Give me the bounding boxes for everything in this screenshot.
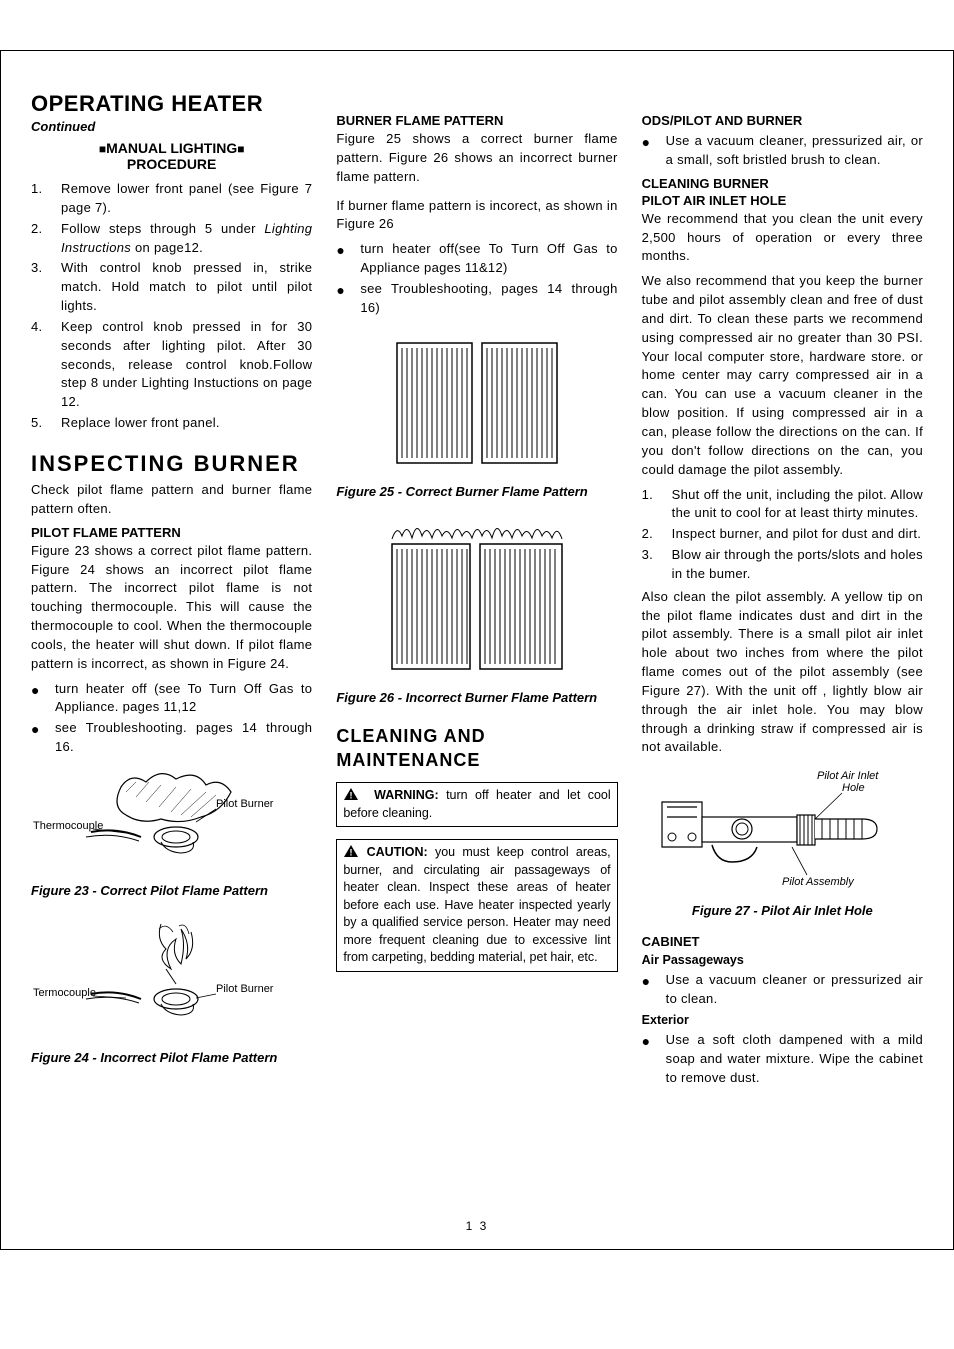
- figure-23-diagram: Thermocouple Pilot Burner: [31, 767, 312, 877]
- list-item: ●turn heater off (see To Turn Off Gas to…: [31, 680, 312, 718]
- exterior-heading: Exterior: [642, 1013, 923, 1027]
- burner-para-1: Figure 25 shows a correct burner flame p…: [336, 130, 617, 187]
- clean-burner-heading: CLEANING BURNER: [642, 176, 923, 191]
- list-item: 3.Blow air through the ports/slots and h…: [642, 546, 923, 584]
- list-item: ●Use a soft cloth dampened with a mild s…: [642, 1031, 923, 1088]
- ods-heading: ODS/PILOT AND BURNER: [642, 113, 923, 128]
- inlet-para-2: We also recommend that you keep the burn…: [642, 272, 923, 479]
- ods-bullets: ●Use a vacuum cleaner, pressurized air, …: [642, 132, 923, 170]
- page-number: 1 3: [1, 1219, 953, 1233]
- figure-26-caption: Figure 26 - Incorrect Burner Flame Patte…: [336, 690, 617, 707]
- figure-27-caption: Figure 27 - Pilot Air Inlet Hole: [642, 903, 923, 920]
- exterior-bullets: ●Use a soft cloth dampened with a mild s…: [642, 1031, 923, 1088]
- warning-icon: !: [343, 787, 359, 801]
- lighting-steps-list: 1.Remove lower front panel (see Figure 7…: [31, 180, 312, 433]
- caution-box: ! CAUTION: you must keep control areas, …: [336, 839, 617, 972]
- list-item: ●see Troubleshooting. pages 14 through 1…: [31, 719, 312, 757]
- cleaning-maintenance-title: CLEANING ANDMAINTENANCE: [336, 725, 617, 772]
- burner-para-2: If burner flame pattern is incorect, as …: [336, 197, 617, 235]
- svg-text:Pilot Air Inlet: Pilot Air Inlet: [817, 770, 879, 782]
- column-3: ODS/PILOT AND BURNER ●Use a vacuum clean…: [642, 91, 923, 1091]
- list-item: 2.Follow steps through 5 under Lighting …: [31, 220, 312, 258]
- list-item: 1.Remove lower front panel (see Figure 7…: [31, 180, 312, 218]
- burner-bullets: ●turn heater off(see To Turn Off Gas to …: [336, 240, 617, 317]
- operating-heater-title: OPERATING HEATER: [31, 91, 312, 117]
- svg-text:Hole: Hole: [842, 782, 865, 794]
- list-item: 2.Inspect burner, and pilot for dust and…: [642, 525, 923, 544]
- figure-24-caption: Figure 24 - Incorrect Pilot Flame Patter…: [31, 1050, 312, 1067]
- manual-lighting-heading: ■MANUAL LIGHTING■PROCEDURE: [31, 140, 312, 172]
- figure-25-caption: Figure 25 - Correct Burner Flame Pattern: [336, 484, 617, 501]
- caution-icon: !: [343, 844, 359, 858]
- pilot-flame-para: Figure 23 shows a correct pilot flame pa…: [31, 542, 312, 674]
- figure-23-caption: Figure 23 - Correct Pilot Flame Pattern: [31, 883, 312, 900]
- list-item: ●see Troubleshooting, pages 14 through 1…: [336, 280, 617, 318]
- pilot-flame-heading: PILOT FLAME PATTERN: [31, 525, 312, 540]
- inlet-para-1: We recommend that you clean the unit eve…: [642, 210, 923, 267]
- figure-27-diagram: Pilot Air Inlet Hole Pilot Assembly: [642, 767, 923, 897]
- inspect-intro: Check pilot flame pattern and burner fla…: [31, 481, 312, 519]
- column-2: BURNER FLAME PATTERN Figure 25 shows a c…: [336, 91, 617, 1091]
- pilot-bullets: ●turn heater off (see To Turn Off Gas to…: [31, 680, 312, 757]
- continued-label: Continued: [31, 119, 312, 134]
- svg-text:!: !: [350, 791, 353, 801]
- warning-box: ! WARNING: turn off heater and let cool …: [336, 782, 617, 827]
- list-item: 3.With control knob pressed in, strike m…: [31, 259, 312, 316]
- inlet-para-3: Also clean the pilot assembly. A yellow …: [642, 588, 923, 758]
- fig23-thermo-label: Thermocouple: [33, 820, 103, 832]
- svg-text:!: !: [350, 848, 353, 858]
- column-layout: OPERATING HEATER Continued ■MANUAL LIGHT…: [31, 91, 923, 1091]
- page-frame: OPERATING HEATER Continued ■MANUAL LIGHT…: [0, 50, 954, 1250]
- burner-flame-heading: BURNER FLAME PATTERN: [336, 113, 617, 128]
- inlet-steps: 1.Shut off the unit, including the pilot…: [642, 486, 923, 584]
- air-bullets: ●Use a vacuum cleaner or pressurized air…: [642, 971, 923, 1009]
- list-item: ●turn heater off(see To Turn Off Gas to …: [336, 240, 617, 278]
- list-item: 5.Replace lower front panel.: [31, 414, 312, 433]
- pilot-inlet-heading: PILOT AIR INLET HOLE: [642, 193, 923, 208]
- svg-text:Pilot Assembly: Pilot Assembly: [782, 876, 855, 888]
- figure-26-diagram: [336, 514, 617, 684]
- air-passageways-heading: Air Passageways: [642, 953, 923, 967]
- figure-25-diagram: [336, 328, 617, 478]
- cabinet-heading: CABINET: [642, 934, 923, 949]
- list-item: 4.Keep control knob pressed in for 30 se…: [31, 318, 312, 412]
- list-item: ●Use a vacuum cleaner, pressurized air, …: [642, 132, 923, 170]
- fig23-pilot-label: Pilot Burner: [216, 798, 274, 810]
- list-item: ●Use a vacuum cleaner or pressurized air…: [642, 971, 923, 1009]
- svg-text:Termocouple: Termocouple: [33, 987, 96, 999]
- column-1: OPERATING HEATER Continued ■MANUAL LIGHT…: [31, 91, 312, 1091]
- svg-text:Pilot Burner: Pilot Burner: [216, 983, 274, 995]
- figure-24-diagram: Termocouple Pilot Burner: [31, 914, 312, 1044]
- inspecting-burner-title: INSPECTING BURNER: [31, 451, 312, 477]
- list-item: 1.Shut off the unit, including the pilot…: [642, 486, 923, 524]
